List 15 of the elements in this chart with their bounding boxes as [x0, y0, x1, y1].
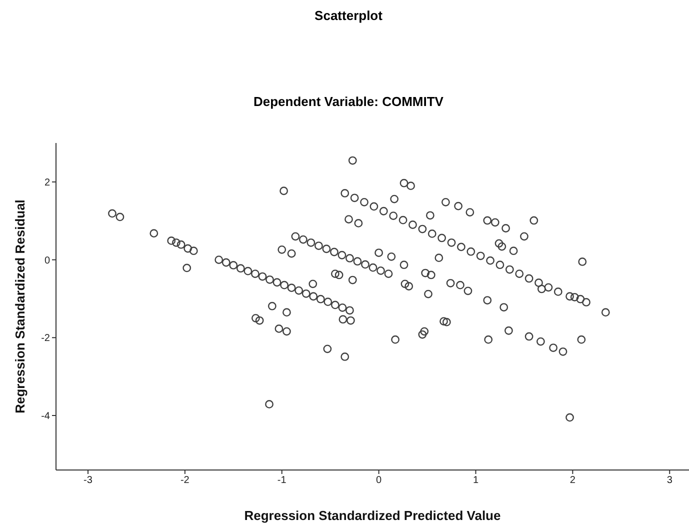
chart-subtitle: Dependent Variable: COMMITV [252, 94, 444, 109]
x-tick-label: 0 [376, 475, 382, 486]
x-tick-label: 2 [570, 475, 576, 486]
y-tick-label: -4 [41, 411, 50, 422]
y-tick-label: -2 [41, 333, 50, 344]
x-axis-title: Regression Standardized Predicted Value [244, 508, 501, 523]
x-tick-label: 1 [472, 475, 479, 486]
y-tick-label: 2 [44, 177, 50, 188]
x-tick-label: -2 [180, 475, 190, 486]
x-tick-label: -1 [277, 475, 287, 486]
y-axis-title: Regression Standardized Residual [12, 200, 28, 414]
y-tick-label: 0 [44, 255, 50, 266]
x-tick-label: 3 [666, 475, 673, 486]
chart-title: Scatterplot [314, 8, 384, 23]
x-tick-label: -3 [84, 475, 93, 486]
